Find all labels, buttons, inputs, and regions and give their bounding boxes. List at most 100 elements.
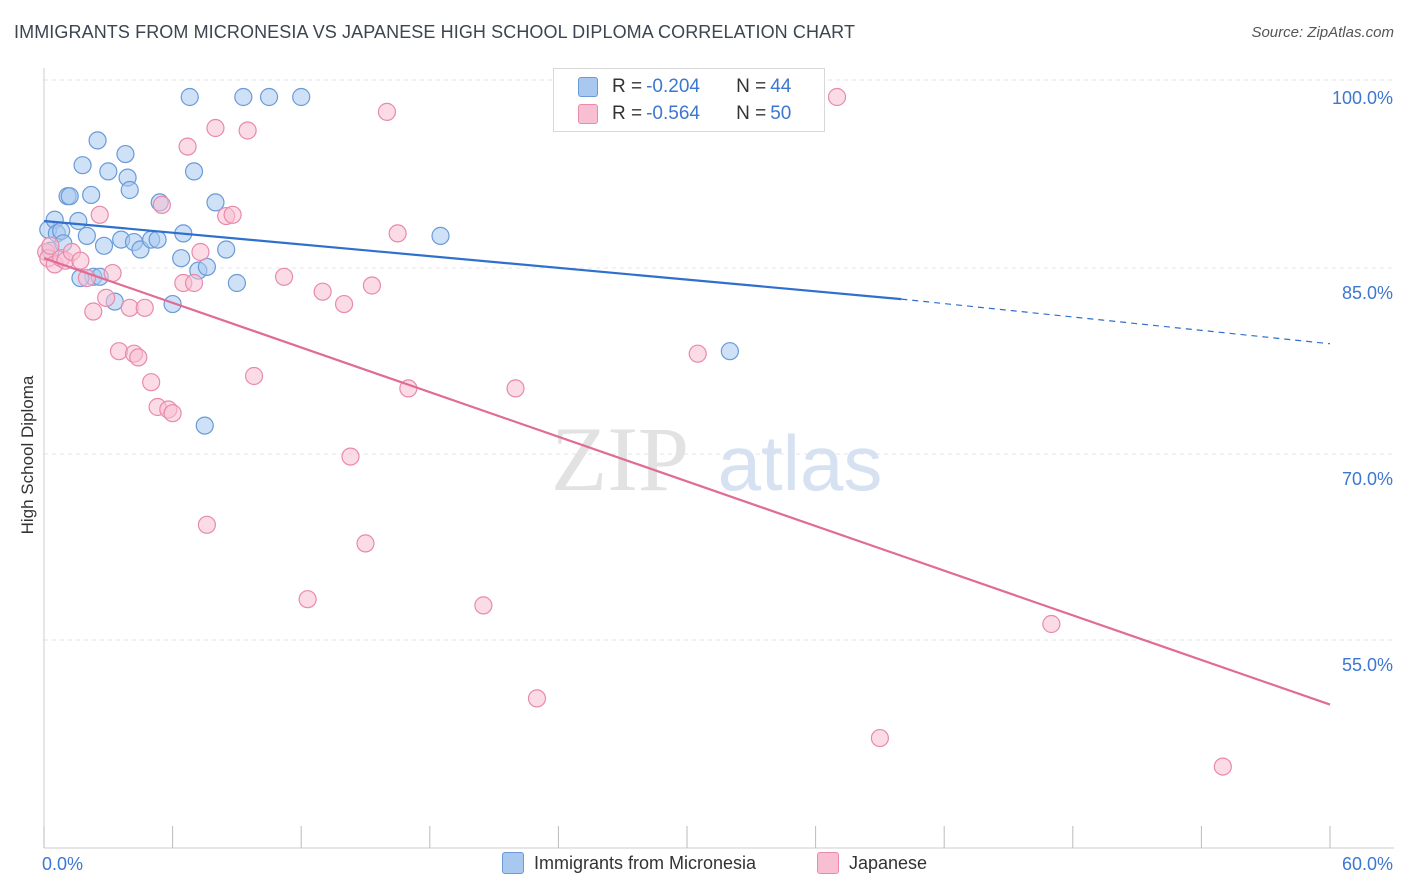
legend-n-value: 50 [770, 103, 792, 124]
micronesia-point [73, 156, 92, 175]
japanese-point [1042, 614, 1061, 634]
legend-r-label: R = [612, 76, 643, 97]
micronesia-point [60, 187, 79, 206]
japanese-point [109, 342, 129, 361]
micronesia-point [227, 273, 246, 293]
legend-label-micronesia: Immigrants from Micronesia [534, 852, 757, 873]
japanese-point [377, 102, 397, 121]
legend-r-value: -0.204 [646, 76, 700, 97]
series-legend: Immigrants from Micronesia Japanese [0, 852, 1406, 878]
legend-swatch-japanese [817, 852, 839, 874]
japanese-point [142, 373, 161, 392]
legend-swatch-japanese [578, 104, 598, 124]
japanese-point [870, 728, 890, 748]
micronesia-trend-line [43, 219, 902, 301]
y-axis-title: High School Diploma [18, 375, 37, 535]
micronesia-point [99, 162, 118, 181]
micronesia-point [259, 87, 279, 107]
x-tick-label-max: 60.0% [1342, 854, 1393, 874]
legend-swatch-micronesia [502, 852, 524, 874]
correlation-legend: R = -0.204 N = 44 R = -0.564 N = 50 [553, 68, 825, 132]
legend-row-micronesia: R = -0.204 N = 44 [578, 74, 791, 100]
legend-n-value: 44 [770, 76, 792, 97]
y-tick-labels: 55.0% 70.0% 85.0% 100.0% [1332, 88, 1393, 675]
japanese-point [223, 205, 242, 224]
legend-item-japanese: Japanese [817, 852, 927, 874]
micronesia-point [69, 211, 88, 231]
japanese-point [506, 379, 525, 398]
japanese-point [827, 87, 847, 107]
micronesia-point [120, 180, 139, 200]
x-tick-labels: 0.0% 60.0% [42, 854, 1393, 874]
legend-row-japanese: R = -0.564 N = 50 [578, 101, 791, 127]
japanese-point [474, 596, 493, 615]
micronesia-point [206, 193, 225, 212]
series-japanese-points [37, 87, 1232, 776]
micronesia-point [148, 230, 167, 249]
micronesia-point [292, 87, 311, 107]
micronesia-point [720, 342, 739, 361]
x-tick-label-min: 0.0% [42, 854, 83, 874]
legend-r-value: -0.564 [646, 103, 700, 124]
japanese-point [341, 447, 360, 466]
micronesia-point [116, 144, 135, 164]
japanese-point [274, 267, 294, 286]
micronesia-point [163, 294, 182, 314]
japanese-point [313, 282, 332, 301]
micronesia-point [195, 416, 214, 435]
japanese-point [206, 118, 225, 138]
japanese-point [152, 195, 171, 214]
japanese-point [298, 590, 317, 609]
trend-lines [43, 219, 1331, 706]
watermark: ZIP atlas [551, 408, 882, 510]
micronesia-point [172, 249, 191, 268]
japanese-point [388, 224, 407, 243]
japanese-point [362, 276, 382, 295]
legend-label-japanese: Japanese [849, 852, 928, 873]
micronesia-point [180, 87, 199, 107]
japanese-point [178, 137, 197, 156]
micronesia-point [217, 240, 236, 259]
micronesia-point [82, 185, 101, 205]
japanese-point [41, 236, 60, 255]
y-tick-label: 100.0% [1332, 88, 1393, 108]
legend-n-label: N = [736, 103, 767, 124]
legend-item-micronesia: Immigrants from Micronesia [502, 852, 756, 874]
japanese-point [184, 273, 204, 293]
grid-lines [44, 79, 1394, 641]
y-tick-label: 55.0% [1342, 655, 1393, 675]
micronesia-point [431, 226, 450, 245]
japanese-point [334, 294, 354, 314]
y-tick-label: 70.0% [1342, 469, 1393, 489]
source-label: Source: ZipAtlas.com [1251, 24, 1394, 41]
legend-n-label: N = [736, 76, 767, 97]
japanese-point [84, 302, 103, 321]
micronesia-point [88, 131, 107, 150]
japanese-point [71, 251, 90, 270]
japanese-point [238, 121, 257, 140]
axes [43, 68, 1394, 849]
japanese-point [1213, 757, 1232, 776]
legend-swatch-micronesia [578, 77, 598, 97]
micronesia-trend-extension [901, 298, 1331, 345]
japanese-point [197, 515, 216, 534]
japanese-trend-line [43, 257, 1331, 706]
watermark-atlas: atlas [718, 419, 883, 507]
japanese-point [129, 348, 148, 367]
japanese-point [90, 205, 109, 224]
japanese-point [688, 344, 707, 363]
micronesia-point [184, 162, 204, 181]
japanese-point [97, 288, 116, 307]
micronesia-point [234, 87, 253, 107]
legend-r-label: R = [612, 103, 643, 124]
japanese-point [163, 404, 182, 423]
micronesia-point [94, 236, 114, 255]
chart-title: IMMIGRANTS FROM MICRONESIA VS JAPANESE H… [14, 22, 856, 42]
japanese-point [244, 366, 264, 386]
micronesia-point [77, 226, 96, 245]
japanese-point [135, 298, 154, 317]
japanese-point [191, 242, 210, 262]
japanese-point [356, 534, 375, 553]
y-tick-label: 85.0% [1342, 283, 1393, 303]
